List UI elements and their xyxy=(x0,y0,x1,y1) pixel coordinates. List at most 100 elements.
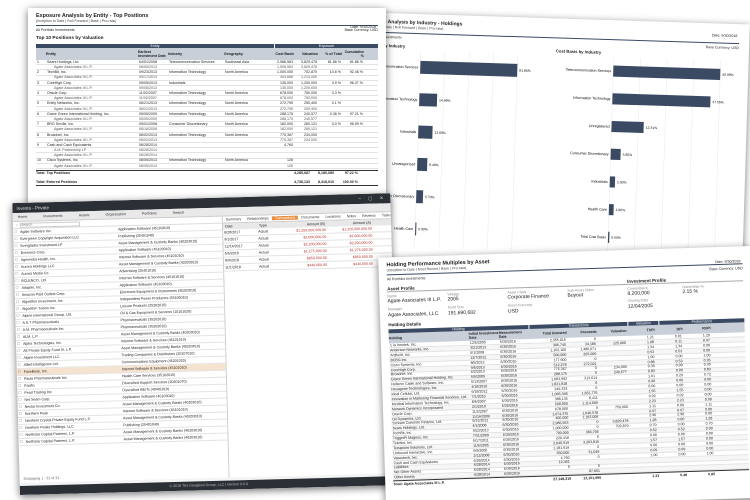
table-cell: 1.00 xyxy=(650,452,658,457)
table-cell: 0.0 % xyxy=(331,122,341,127)
gridline xyxy=(714,60,721,257)
report-subtitle: (Inception to Date | Roll Forward | Base… xyxy=(36,19,116,23)
table-cell: $3,000,000.00 xyxy=(303,234,327,240)
table-cell xyxy=(597,348,627,349)
total-pct: 100.00 % xyxy=(342,180,358,185)
window-controls[interactable]: – ▢ ✕ xyxy=(358,195,387,202)
table-cell: 3,829,478 xyxy=(301,65,317,70)
data-label: 1.80% xyxy=(616,208,626,212)
table-row[interactable]: 7 BRG Seville, Inc. 05/01/2008 Consumer Dis… xyxy=(36,122,378,128)
table-row[interactable]: 10 Cisco Systems, Inc. 08/05/2013 Informati… xyxy=(36,158,378,164)
table-row[interactable]: Agate Associates III L.P. 06/28/2014 xyxy=(36,153,378,159)
table-row[interactable]: 8 Broadnet, Inc. 06/02/2013 Information Tec… xyxy=(36,133,378,138)
category-label: Health Care xyxy=(588,207,607,212)
table-row[interactable]: A.M. Partnership LP 06/28/2014 xyxy=(36,148,378,154)
report-scope: All Portfolio Investments xyxy=(386,276,426,282)
total-entered-row: Total: Entered Positions 4,738,133 8,418… xyxy=(36,180,378,186)
profile-field: Commitment 8,200,000 xyxy=(627,285,682,297)
table-cell: 3 xyxy=(37,80,39,85)
tab-summary[interactable]: Summary xyxy=(225,217,242,222)
table-row[interactable]: Agate Associates III L.P. 11/02/2007 678,0… xyxy=(36,96,378,102)
table-cell xyxy=(600,446,630,447)
table-row[interactable]: Agate Associates III L.P. 09/17/2013 403,6… xyxy=(36,75,378,81)
total-valuation: 8,418,010 xyxy=(318,180,334,185)
bar-chart: Telecommunication Services 40.99% Informat… xyxy=(566,57,734,257)
table-group-header: Entity Exposure xyxy=(36,43,378,48)
table-row[interactable]: 6 Grace Green International Holding, Inc.… xyxy=(36,112,378,117)
table-cell xyxy=(631,460,659,461)
table-row[interactable]: 4 Oracle Corp. 11/02/2007 Information Techn… xyxy=(36,91,378,97)
data-label: 3.80% xyxy=(623,153,633,157)
table-cell: 06/05/2013 xyxy=(139,65,157,70)
table-row[interactable]: Agate Associates III L.P. 09/05/2013 135,0… xyxy=(36,86,378,92)
table-cell: Information Technology xyxy=(169,132,207,137)
table-cell: 96.37 % xyxy=(349,80,363,85)
table-row[interactable]: 1 Sears Holdings, Ltd. 04/01/2008 Telecommu… xyxy=(36,59,378,66)
tab-notes[interactable]: Notes xyxy=(346,214,357,219)
data-label: 2.00% xyxy=(617,180,627,184)
table-cell: $850,000.00 xyxy=(352,254,373,260)
gridline xyxy=(438,51,446,248)
column-header: TVPI xyxy=(646,328,655,333)
tab-relationships[interactable]: Relationships xyxy=(247,216,269,221)
nav-item[interactable]: Assets xyxy=(78,213,90,218)
search-input[interactable] xyxy=(19,220,80,228)
profile-field: Name Agate Associates III L.P. xyxy=(387,293,447,306)
bar xyxy=(610,148,621,161)
tab-transactions[interactable]: Transactions xyxy=(271,215,299,221)
table-cell: 8/28/2017 xyxy=(224,229,241,235)
gridline xyxy=(634,58,641,255)
table-row[interactable]: 9 Cash and Cash Equivalents 06/28/2014 4,76… xyxy=(36,143,378,149)
table-cell: $440,000.00 xyxy=(353,261,374,267)
nav-item[interactable]: Search xyxy=(172,210,185,215)
table-cell: Sears Holdings, Ltd. xyxy=(47,59,80,64)
nav-item[interactable]: Home xyxy=(17,214,28,219)
column-header: Proceeds xyxy=(580,330,597,335)
table-cell: $440,000.00 xyxy=(307,262,328,268)
report-currency: Base Currency: USD xyxy=(709,266,743,272)
table-cell: Actual xyxy=(258,250,269,255)
table-cell: 09/05/2013 xyxy=(139,80,157,85)
column-header[interactable]: Type xyxy=(258,223,267,228)
column-header[interactable]: Date xyxy=(224,224,233,229)
table-row[interactable]: Agate Associates III L.P. 08/05/2013 126 xyxy=(36,164,378,169)
table-cell: 6 xyxy=(37,111,39,116)
table-cell: Actual xyxy=(259,264,270,269)
table-cell xyxy=(631,469,659,470)
table-cell: 3,829,478 xyxy=(301,59,317,64)
tab-reviews[interactable]: Reviews xyxy=(362,213,376,218)
table-cell: Grace Green International Holding, Inc. xyxy=(47,111,110,116)
field-value: 2005 xyxy=(447,296,459,303)
table-row[interactable]: 2 TechBit, Inc. 09/23/2013 Information Tech… xyxy=(36,70,378,76)
table-row[interactable]: 5 Entity Networks, Inc. 06/21/2013 Informat… xyxy=(36,101,378,107)
table-cell xyxy=(599,402,629,403)
tab-documents[interactable]: Documents xyxy=(301,215,320,220)
table-cell: Industrials xyxy=(169,80,186,85)
column-header: Initial Investment Date xyxy=(468,330,499,341)
profile-field: Asset Class Corporate Finance xyxy=(507,289,567,302)
table-row[interactable]: Agate Associates III L.P. 05/05/2009 288,1… xyxy=(36,117,378,123)
table-row[interactable]: Agate Associates III L.P. 06/05/2013 1,506… xyxy=(36,65,378,71)
table-cell: 11/02/2007 xyxy=(139,91,157,95)
tab-locations[interactable]: Locations xyxy=(325,214,341,219)
table-row[interactable]: Agate Associates III L.P. 06/21/2013 272,7… xyxy=(36,107,378,112)
total-rvpi: 0.85 xyxy=(708,471,716,477)
table-cell: Agate Associates III L.P. xyxy=(54,96,93,101)
table-cell: 10 xyxy=(37,158,41,163)
table-cell: 8 xyxy=(37,132,39,137)
bar xyxy=(417,157,428,172)
nav-item[interactable]: Investments xyxy=(43,213,63,219)
field-value: Agate Associates, LLC xyxy=(387,310,439,319)
gridline xyxy=(511,54,518,251)
table-cell xyxy=(598,382,628,383)
nav-item[interactable]: Portfolios xyxy=(141,211,157,216)
table-row[interactable]: Agate Associates III L.P. 06/02/2013 775,3… xyxy=(36,138,378,143)
column-header: Holding xyxy=(388,336,403,341)
table-row[interactable]: 3 CoreHigh Corp. 09/05/2013 Industrials 135,… xyxy=(36,81,378,86)
table-cell xyxy=(687,468,715,469)
table-cell: 06/02/2013 xyxy=(139,137,157,142)
total-top-row: Total: Top Positions 4,285,687 8,180,080… xyxy=(36,169,378,176)
nav-item[interactable]: Organization xyxy=(105,212,126,217)
field-value: 2.15 % xyxy=(682,288,699,296)
table-row[interactable]: Agate Associates III L.P. 06/16/2008 182,0… xyxy=(36,127,378,133)
